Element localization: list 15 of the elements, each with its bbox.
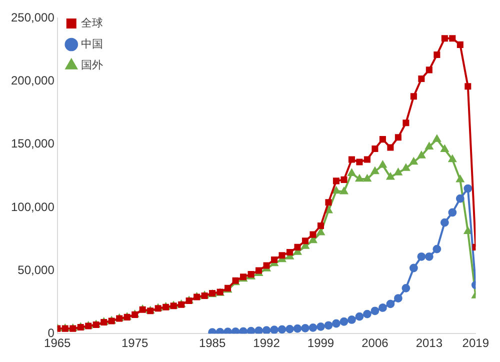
- y-tick-label: 150,000: [10, 136, 55, 151]
- legend-label: 中国: [80, 37, 103, 50]
- y-tick-label: 100,000: [10, 200, 55, 214]
- legend-label: 国外: [80, 58, 103, 72]
- x-tick-label: 2006: [362, 336, 389, 350]
- x-tick-label: 2019: [462, 336, 490, 350]
- legend-label: 全球: [80, 16, 103, 30]
- x-tick-label: 1992: [253, 336, 280, 350]
- x-tick-label: 2013: [416, 336, 443, 350]
- y-tick-label: 250,000: [10, 10, 55, 25]
- x-tick-label: 1985: [198, 336, 226, 350]
- x-tick-label: 1999: [307, 336, 334, 350]
- x-tick-label: 1975: [121, 336, 149, 350]
- y-tick-label: 50,000: [18, 262, 55, 277]
- y-tick-label: 200,000: [10, 74, 55, 88]
